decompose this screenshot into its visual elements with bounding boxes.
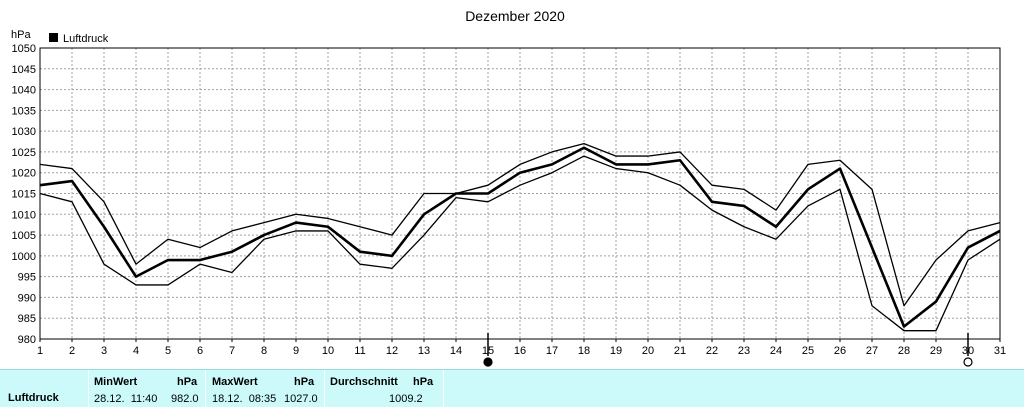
y-tick-label: 1040 [12,85,36,97]
legend-swatch [49,33,58,42]
grid [40,48,1000,339]
x-tick-label: 14 [450,345,462,357]
min-unit: hPa [177,376,198,388]
y-tick-label: 1010 [12,209,36,221]
x-tick-label: 9 [293,345,299,357]
series-line-mean [39,146,1001,328]
x-tick-label: 22 [706,345,718,357]
new-moon-icon [483,357,493,367]
x-tick-label: 25 [802,345,814,357]
x-tick-label: 8 [261,345,267,357]
x-tick-label: 26 [834,345,846,357]
x-tick-label: 17 [546,345,558,357]
x-tick-label: 23 [738,345,750,357]
y-tick-label: 1050 [12,43,36,55]
stats-separator [324,370,325,407]
avg-label: Durchschnitt [330,376,398,388]
series-line-max [39,142,1001,307]
stats-separator [443,370,444,407]
stats-separator [88,370,89,407]
x-tick-label: 1 [37,345,43,357]
min-datetime: 28.12. 11:40 [94,393,158,405]
x-tick-label: 13 [418,345,430,357]
y-tick-label: 1000 [12,251,36,263]
x-tick-label: 18 [578,345,590,357]
max-unit: hPa [294,376,315,388]
x-tick-label: 16 [514,345,526,357]
x-tick-label: 11 [354,345,365,357]
x-tick-label: 20 [642,345,654,357]
max-value: 1027.0 [284,393,318,405]
y-axis: 980 985 990 995 1000 1005 1010 1015 1020 1025 1030… [12,43,36,346]
y-tick-label: 1030 [12,126,36,138]
y-tick-label: 1005 [12,230,36,242]
y-tick-label: 1025 [12,147,36,159]
y-tick-label: 990 [18,292,36,304]
stats-series-cell: Luftdruck [0,370,88,407]
max-datetime: 18.12. 08:35 [212,393,277,405]
x-tick-label: 3 [101,345,107,357]
y-tick-label: 1020 [12,168,36,180]
x-tick-label: 19 [610,345,622,357]
x-tick-label: 10 [322,345,334,357]
y-tick-label: 980 [18,334,36,346]
x-tick-label: 5 [165,345,171,357]
min-stat-cell: MinWert hPa 28.12. 11:40 982.0 [89,370,205,407]
x-tick-label: 2 [69,345,75,357]
x-tick-label: 31 [994,345,1006,357]
x-tick-label: 27 [866,345,878,357]
y-tick-label: 1045 [12,64,36,76]
x-tick-label: 24 [770,345,782,357]
max-stat-cell: MaxWert hPa 18.12. 08:35 1027.0 [206,370,324,407]
x-tick-label: 12 [386,345,398,357]
x-tick-label: 28 [898,345,910,357]
y-tick-label: 1015 [12,189,36,201]
x-tick-label: 4 [133,345,139,357]
chart-title: Dezember 2020 [465,8,565,24]
avg-value: 1009.2 [389,393,423,405]
x-tick-label: 6 [197,345,203,357]
min-value: 982.0 [171,393,199,405]
moon-phases [483,333,973,367]
avg-stat-cell: Durchschnitt hPa 1009.2 [325,370,443,407]
series-line-min [39,155,1001,332]
avg-unit: hPa [413,376,434,388]
pressure-chart: Dezember 2020 hPa Luftdruck 980985990995… [11,8,1006,367]
stats-series-label: Luftdruck [8,392,59,404]
full-moon-icon [963,357,973,367]
x-tick-label: 29 [930,345,942,357]
x-tick-label: 7 [229,345,235,357]
y-axis-unit: hPa [11,29,31,41]
min-label: MinWert [94,376,138,388]
y-tick-label: 985 [18,313,36,325]
statistics-bar: Luftdruck MinWert hPa 28.12. 11:40 982.0… [0,369,1024,407]
stats-separator [205,370,206,407]
x-tick-label: 21 [674,345,686,357]
y-tick-label: 995 [18,272,36,284]
legend-label: Luftdruck [63,33,109,45]
series-group [39,142,1001,332]
y-tick-label: 1035 [12,105,36,117]
x-axis: 1234567891011121314151617181920212223242… [37,339,1006,357]
max-label: MaxWert [212,376,258,388]
